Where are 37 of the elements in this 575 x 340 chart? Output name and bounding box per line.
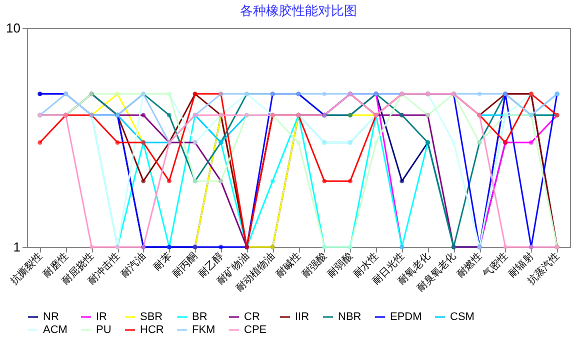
point xyxy=(38,140,42,145)
y-tick-label: 10 xyxy=(6,20,20,36)
x-tick-label: 耐汽油 xyxy=(118,250,148,280)
legend-label: NBR xyxy=(338,311,362,323)
legend-label: CSM xyxy=(450,311,474,323)
point xyxy=(270,178,275,184)
legend-label: CR xyxy=(244,311,260,323)
point xyxy=(115,140,120,145)
legend-label: IIR xyxy=(295,311,310,323)
point xyxy=(400,178,404,184)
legend-label: ACM xyxy=(43,324,68,336)
point xyxy=(322,92,327,96)
legend-label: BR xyxy=(192,311,208,323)
point xyxy=(503,244,508,250)
legend-label: SBR xyxy=(140,311,163,323)
point xyxy=(451,140,456,145)
point xyxy=(89,244,94,250)
point xyxy=(348,178,352,184)
point xyxy=(322,178,327,184)
legend-label: CPE xyxy=(244,324,267,336)
point xyxy=(528,140,534,145)
legend-label: HCR xyxy=(140,324,164,336)
point xyxy=(141,112,146,118)
point xyxy=(296,140,301,145)
point xyxy=(374,140,378,145)
point xyxy=(218,244,224,250)
legend-label: EPDM xyxy=(390,311,422,323)
point xyxy=(166,112,172,118)
legend-label: PU xyxy=(96,324,112,336)
legend-label: FKM xyxy=(192,324,216,336)
point xyxy=(141,178,146,184)
point xyxy=(166,178,172,184)
legend-label: NR xyxy=(43,311,59,323)
y-tick-label: 1 xyxy=(13,240,20,254)
point xyxy=(477,92,482,96)
legend-label: IR xyxy=(96,311,108,323)
chart-title: 各种橡胶性能对比图 xyxy=(240,4,357,19)
